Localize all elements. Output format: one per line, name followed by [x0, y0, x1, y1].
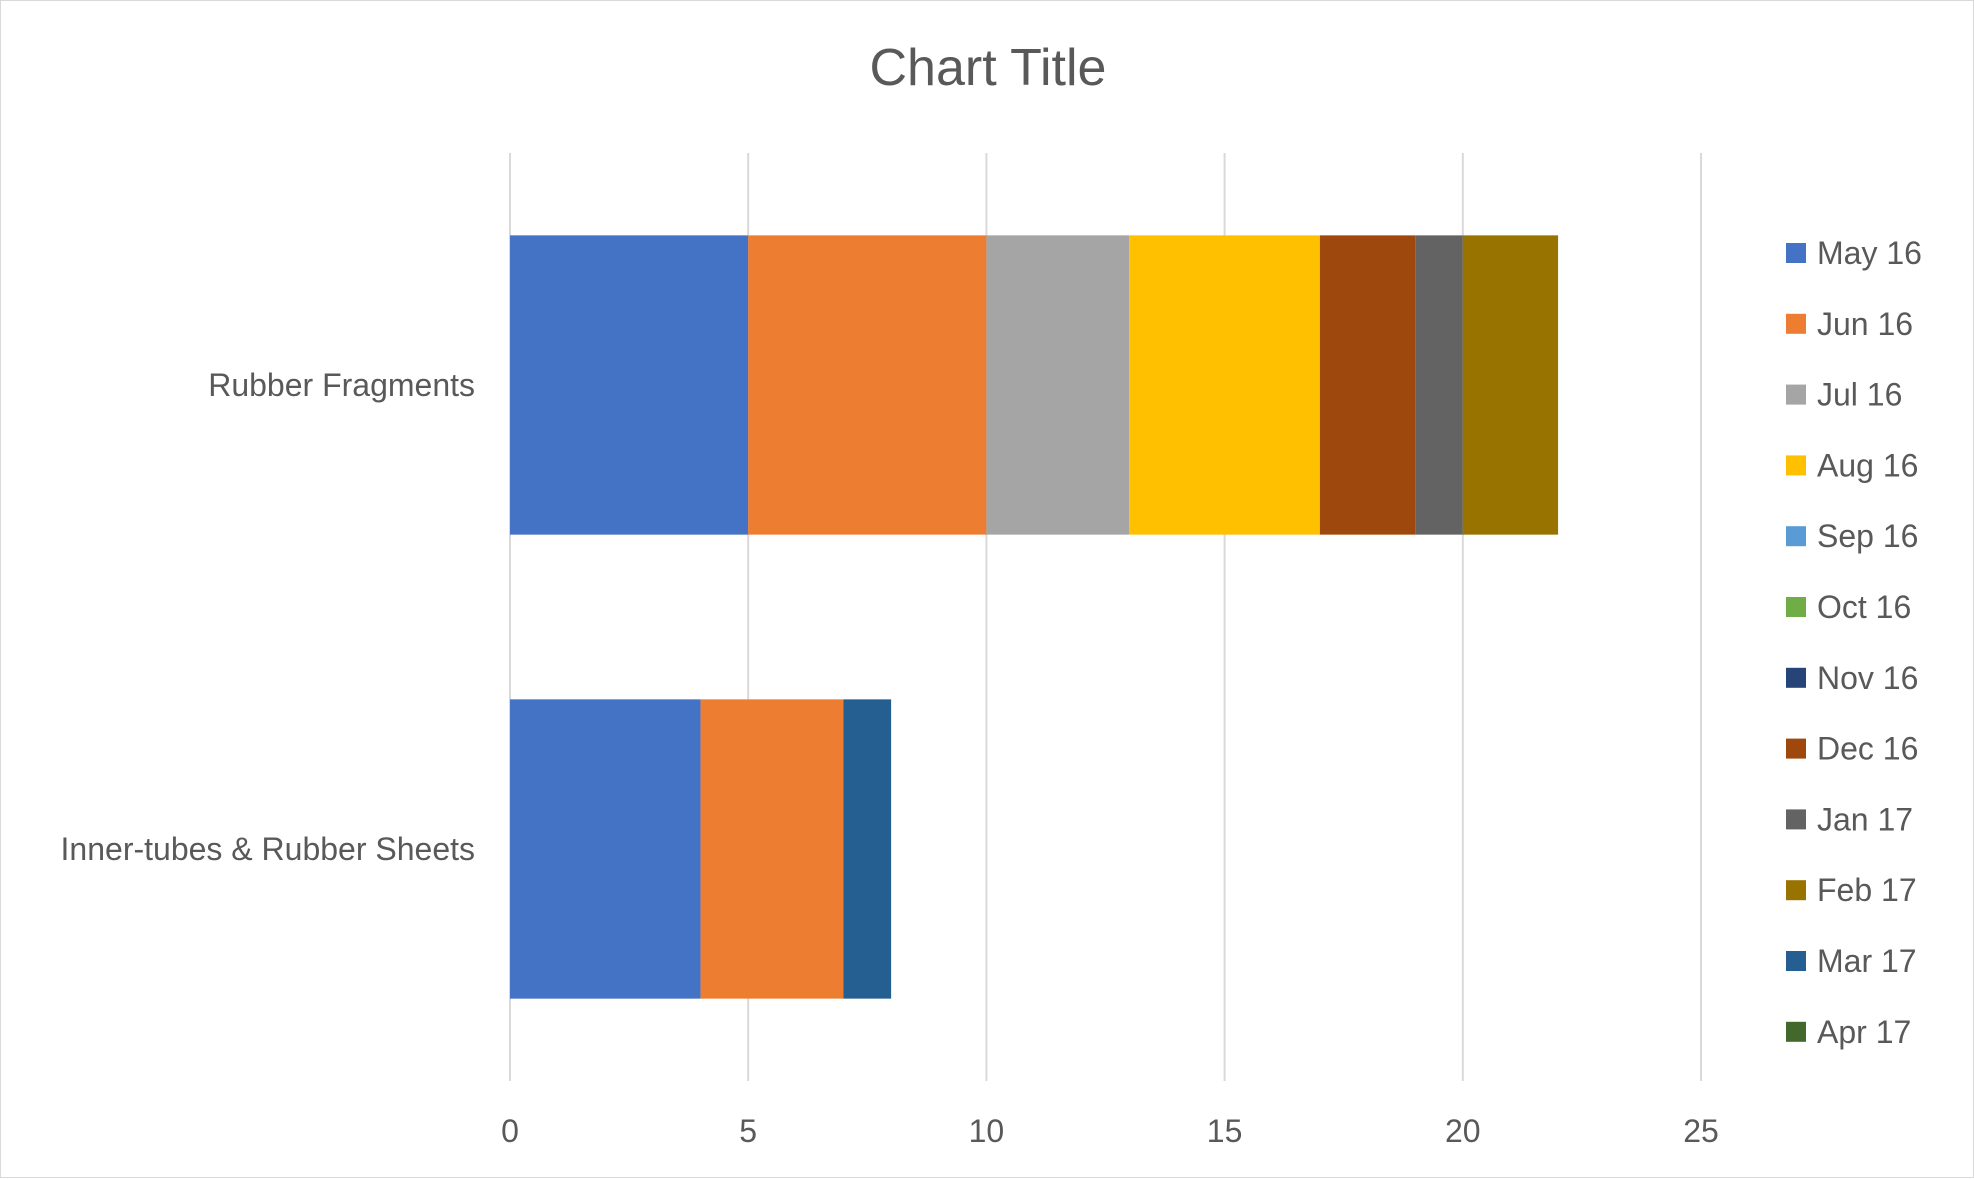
x-tick-label: 20: [1445, 1113, 1481, 1149]
legend-entry: Dec 16: [1817, 731, 1918, 767]
chart-title: Chart Title: [870, 39, 1107, 97]
bar-segment: [1129, 235, 1320, 535]
legend-entry: May 16: [1817, 235, 1922, 271]
legend-swatch: [1786, 809, 1806, 830]
bar-segment: [1319, 235, 1416, 535]
legend-swatch: [1786, 738, 1806, 759]
bar-segment: [1462, 235, 1559, 535]
bar-segment: [986, 235, 1130, 535]
category-labels: Rubber Fragments Inner-tubes & Rubber She…: [61, 367, 475, 867]
category-label: Inner-tubes & Rubber Sheets: [61, 831, 475, 867]
legend-swatch: [1786, 597, 1806, 617]
x-tick-label: 5: [739, 1113, 757, 1149]
bar-segment: [748, 235, 987, 535]
legend-entry: Aug 16: [1817, 447, 1918, 483]
legend: May 16 Jun 16 Jul 16 Aug 16 Sep 16 Oct 16 Nov …: [1786, 235, 1922, 1050]
legend-entry: Jun 16: [1817, 306, 1913, 342]
category-label: Rubber Fragments: [208, 367, 475, 403]
bar-segment: [843, 699, 892, 999]
bar-segment: [1415, 235, 1463, 535]
x-tick-label: 0: [501, 1113, 519, 1149]
bar-segment: [510, 235, 749, 535]
legend-swatch: [1786, 313, 1806, 334]
legend-swatch: [1786, 1021, 1806, 1042]
legend-swatch: [1786, 667, 1806, 688]
legend-entry: Oct 16: [1817, 589, 1911, 625]
legend-swatch: [1786, 455, 1806, 476]
x-tick-label: 25: [1683, 1113, 1719, 1149]
legend-swatch: [1786, 526, 1806, 547]
x-tick-labels: 0 5 10 15 20 25: [501, 1113, 1719, 1149]
x-tick-label: 10: [969, 1113, 1005, 1149]
bars: [510, 235, 1559, 999]
bar-segment: [510, 699, 701, 999]
legend-entry: Apr 17: [1817, 1014, 1911, 1050]
legend-entry: Mar 17: [1817, 943, 1917, 979]
legend-entry: Jan 17: [1817, 801, 1913, 837]
x-tick-label: 15: [1207, 1113, 1243, 1149]
legend-swatch: [1786, 384, 1806, 405]
legend-swatch: [1786, 880, 1806, 901]
bar-segment: [700, 699, 844, 999]
legend-entry: Jul 16: [1817, 377, 1902, 413]
legend-swatch: [1786, 951, 1806, 971]
legend-entry: Nov 16: [1817, 660, 1918, 696]
legend-swatch: [1786, 243, 1806, 263]
legend-entry: Sep 16: [1817, 518, 1918, 554]
legend-entry: Feb 17: [1817, 872, 1917, 908]
